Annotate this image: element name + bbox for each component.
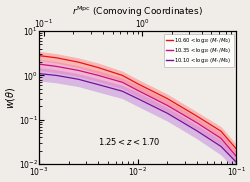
Text: $1.25 < z < 1.70$: $1.25 < z < 1.70$ [98, 136, 161, 147]
Legend: $10.60 < \log_{10}(M_{\star}/M_{\odot})$, $10.35 < \log_{10}(M_{\star}/M_{\odot}: $10.60 < \log_{10}(M_{\star}/M_{\odot})$… [164, 34, 234, 67]
X-axis label: $r^{\rm Mpc}$ (Comoving Coordinates): $r^{\rm Mpc}$ (Comoving Coordinates) [72, 4, 203, 19]
Y-axis label: $w(\theta)$: $w(\theta)$ [4, 86, 17, 109]
